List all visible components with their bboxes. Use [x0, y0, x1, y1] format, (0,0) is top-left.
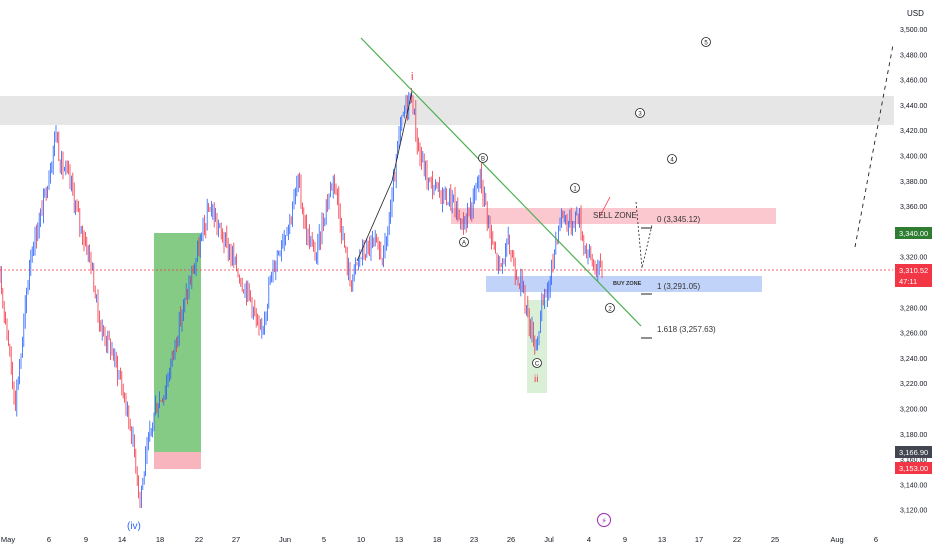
buy-zone: [486, 276, 762, 292]
time-tick-label: 13: [658, 535, 666, 544]
price-tick-label: 3,460.00: [900, 78, 927, 85]
svg-text:C: C: [535, 362, 540, 368]
time-tick-label: 27: [232, 535, 240, 544]
circle-3: 3: [635, 108, 645, 118]
time-tick-label: 23: [470, 535, 478, 544]
buy-zone-label: BUY ZONE: [613, 281, 642, 287]
price-badge-label: 3,166.90: [899, 448, 928, 457]
time-tick-label: 6: [874, 535, 878, 544]
price-badge-label: 3,340.00: [899, 229, 928, 238]
time-tick-label: 10: [357, 535, 365, 544]
time-tick-label: 18: [156, 535, 164, 544]
projection-dashed-line: [854, 44, 894, 248]
price-tick-label: 3,400.00: [900, 154, 927, 161]
time-tick-label: 9: [623, 535, 627, 544]
price-badge: [895, 446, 932, 458]
price-tick-label: 3,420.00: [900, 128, 927, 135]
time-axis[interactable]: May 6 9 14 18 22 27 Jun 5 10 13 18 23 26 Jul 4 9 13 17 22 25…: [1, 535, 878, 544]
time-tick-label: Jul: [544, 535, 554, 544]
circle-C: C: [532, 358, 542, 368]
lightning-icon[interactable]: ⚡: [597, 513, 611, 527]
circle-A: A: [459, 237, 469, 247]
time-tick-label: 22: [195, 535, 203, 544]
wave-ii-label: ii: [534, 374, 538, 385]
red-box: [154, 452, 201, 469]
circle-5: 5: [701, 37, 711, 47]
price-badge: [895, 462, 932, 474]
circle-2: 2: [605, 303, 615, 313]
fib-1618-label: 1.618 (3,257.63): [657, 325, 716, 334]
sell-target-line: [599, 196, 611, 217]
price-tick-label: 3,380.00: [900, 179, 927, 186]
price-tick-label: 3,440.00: [900, 103, 927, 110]
price-tick-label: 3,160.00: [900, 457, 927, 464]
svg-text:4: 4: [670, 158, 674, 164]
svg-text:B: B: [481, 157, 485, 163]
price-badge: [895, 227, 932, 239]
sell-zone: [451, 208, 776, 224]
time-tick-label: 25: [771, 535, 779, 544]
price-tick-label: 3,320.00: [900, 255, 927, 262]
wave-i-label: i: [411, 71, 413, 83]
wave-i-lines: [356, 91, 413, 262]
price-tick-label: 3,220.00: [900, 381, 927, 388]
currency-label: USD: [907, 9, 924, 18]
time-tick-label: 13: [395, 535, 403, 544]
wave-iv-label: (iv): [127, 521, 141, 532]
price-tick-label: 3,200.00: [900, 407, 927, 414]
svg-text:⚡: ⚡: [601, 517, 607, 526]
circle-B: B: [478, 153, 488, 163]
circle-4: 4: [667, 154, 677, 164]
price-badge-label: 3,310.52: [899, 266, 928, 275]
price-tick-label: 3,280.00: [900, 305, 927, 312]
price-tick-label: 3,180.00: [900, 432, 927, 439]
price-badge-label: 47:11: [899, 277, 917, 286]
time-tick-label: 9: [84, 535, 88, 544]
circle-1: 1: [570, 183, 580, 193]
fib-1-label: 1 (3,291.05): [657, 282, 700, 291]
price-badges: 3,340.00 3,310.52 47:11 3,166.90 3,153.00: [895, 227, 932, 474]
time-tick-label: 6: [47, 535, 51, 544]
time-tick-label: Aug: [830, 535, 843, 544]
candles-group: [0, 87, 603, 509]
time-tick-label: 5: [322, 535, 326, 544]
sell-zone-label: SELL ZONE: [593, 211, 637, 220]
green-trendline: [360, 37, 642, 327]
svg-text:3: 3: [638, 112, 642, 118]
time-tick-label: 26: [507, 535, 515, 544]
time-tick-label: 17: [695, 535, 703, 544]
time-tick-label: 18: [433, 535, 441, 544]
price-tick-label: 3,260.00: [900, 331, 927, 338]
price-tick-label: 3,480.00: [900, 52, 927, 59]
price-tick-label: 3,360.00: [900, 204, 927, 211]
svg-text:A: A: [462, 241, 466, 247]
time-tick-label: 4: [587, 535, 591, 544]
price-badge: [895, 264, 932, 276]
time-tick-label: 14: [118, 535, 126, 544]
svg-text:2: 2: [608, 307, 612, 313]
time-tick-label: May: [1, 535, 15, 544]
resistance-zone: [0, 96, 894, 125]
time-tick-label: 22: [733, 535, 741, 544]
price-tick-label: 3,120.00: [900, 508, 927, 515]
svg-text:1: 1: [573, 187, 577, 193]
price-tick-label: 3,500.00: [900, 27, 927, 34]
price-badge-label: 3,153.00: [899, 464, 928, 473]
svg-text:5: 5: [704, 41, 708, 47]
fib-0-label: 0 (3,345.12): [657, 215, 700, 224]
time-tick-label: Jun: [279, 535, 291, 544]
price-badge: [895, 275, 932, 287]
price-tick-label: 3,140.00: [900, 482, 927, 489]
price-tick-label: 3,240.00: [900, 356, 927, 363]
